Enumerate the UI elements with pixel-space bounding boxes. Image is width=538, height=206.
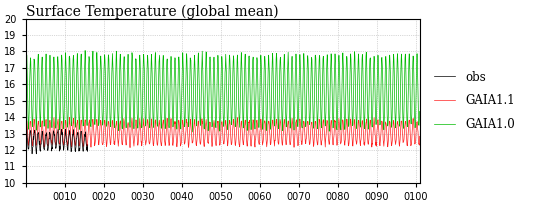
GAIA1.1 — [66, 116, 73, 119]
GAIA1.0 — [223, 71, 230, 74]
Line: obs: obs — [26, 128, 88, 154]
GAIA1.1 — [223, 125, 230, 128]
GAIA1.0 — [292, 94, 298, 97]
GAIA1.1 — [416, 135, 423, 138]
GAIA1.0 — [124, 91, 130, 93]
Line: GAIA1.0: GAIA1.0 — [26, 50, 420, 132]
obs — [48, 144, 54, 146]
obs — [84, 144, 91, 146]
GAIA1.1 — [292, 130, 298, 133]
GAIA1.0 — [82, 49, 88, 52]
obs — [54, 132, 61, 134]
GAIA1.1 — [215, 125, 222, 128]
obs — [33, 153, 39, 155]
obs — [62, 131, 68, 134]
obs — [30, 135, 37, 138]
obs — [59, 129, 65, 131]
GAIA1.1 — [124, 126, 131, 129]
obs — [49, 147, 55, 149]
GAIA1.1 — [365, 141, 372, 144]
GAIA1.0 — [23, 91, 29, 94]
GAIA1.1 — [37, 146, 44, 149]
GAIA1.0 — [416, 110, 423, 113]
GAIA1.1 — [23, 131, 29, 134]
obs — [23, 136, 29, 139]
Line: GAIA1.1: GAIA1.1 — [26, 117, 420, 148]
GAIA1.1 — [384, 138, 391, 140]
Legend: obs, GAIA1.1, GAIA1.0: obs, GAIA1.1, GAIA1.0 — [429, 66, 519, 136]
GAIA1.0 — [189, 131, 196, 133]
GAIA1.0 — [215, 72, 222, 75]
GAIA1.0 — [384, 111, 391, 113]
Text: Surface Temperature (global mean): Surface Temperature (global mean) — [26, 4, 278, 19]
GAIA1.0 — [365, 121, 372, 123]
obs — [23, 126, 30, 129]
